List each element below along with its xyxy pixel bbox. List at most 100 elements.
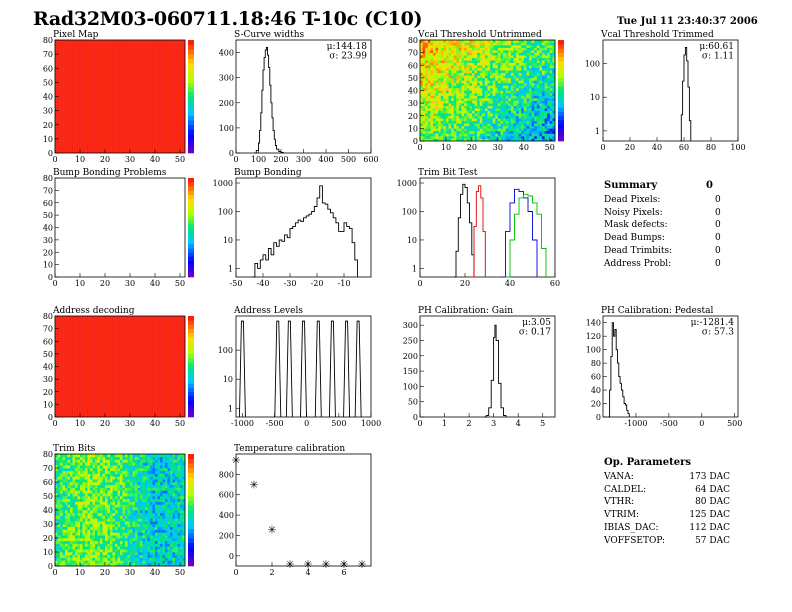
heatmap-cell — [539, 120, 543, 124]
heatmap-cell — [521, 82, 525, 86]
heatmap-cell — [175, 521, 178, 525]
heatmap-cell — [544, 42, 548, 46]
heatmap-cell — [155, 504, 158, 508]
heatmap-cell — [145, 504, 148, 508]
heatmap-cell — [466, 52, 470, 56]
heatmap-cell — [492, 98, 496, 101]
heatmap-cell — [456, 57, 460, 61]
heatmap-cell — [75, 456, 78, 460]
heatmap-cell — [62, 454, 66, 458]
heatmap-cell — [147, 468, 151, 472]
y-tick-label: 70 — [43, 464, 53, 473]
peak-line — [328, 320, 336, 418]
y-tick-label: 1 — [412, 264, 417, 273]
heatmap-cell — [529, 82, 532, 86]
heatmap-cell — [544, 98, 548, 101]
heatmap-cell — [456, 90, 460, 94]
heatmap-cell — [60, 554, 63, 558]
heatmap-cell — [110, 518, 113, 522]
heatmap-cell — [60, 454, 63, 458]
heatmap-cell — [443, 82, 447, 86]
heatmap-cell — [440, 67, 444, 71]
heatmap-cell — [445, 77, 449, 81]
heatmap-cell — [135, 479, 138, 483]
heatmap-cell — [177, 563, 181, 567]
heatmap-cell — [77, 459, 81, 463]
heatmap-cell — [474, 77, 478, 81]
heatmap-cell — [445, 108, 449, 111]
heatmap-cell — [438, 105, 442, 109]
heatmap-cell — [443, 87, 447, 91]
heatmap-cell — [140, 456, 143, 460]
heatmap-cell — [466, 95, 470, 99]
heatmap-cell — [523, 65, 527, 69]
colorbar-cell — [188, 148, 194, 154]
x-tick-label: 400 — [318, 155, 333, 164]
heatmap-cell — [157, 510, 161, 514]
op-param-value: 57 DAC — [695, 535, 730, 546]
colorbar-cell — [188, 404, 194, 409]
heatmap-cell — [147, 518, 151, 522]
heatmap-cell — [474, 47, 478, 51]
heatmap-cell — [526, 120, 530, 124]
histogram-line — [608, 322, 630, 418]
heatmap-cell — [55, 563, 58, 567]
heatmap-cell — [521, 65, 525, 69]
heatmap-cell — [115, 484, 118, 488]
heatmap-cell — [479, 115, 483, 119]
heatmap-cell — [508, 40, 512, 43]
heatmap-cell — [170, 482, 173, 486]
colorbar-cell — [188, 120, 194, 126]
heatmap-cell — [107, 563, 111, 567]
heatmap-cell — [445, 40, 449, 43]
heatmap-cell — [497, 50, 501, 53]
heatmap-cell — [469, 133, 473, 137]
heatmap-cell — [167, 493, 171, 497]
heatmap-cell — [142, 554, 146, 558]
heatmap-cell — [140, 546, 143, 550]
heatmap-cell — [453, 113, 457, 117]
heatmap-cell — [87, 493, 91, 497]
heatmap-cell — [82, 501, 86, 505]
heatmap-cell — [175, 538, 178, 542]
heatmap-cell — [523, 57, 527, 61]
colorbar-cell — [558, 94, 564, 100]
heatmap-cell — [160, 487, 163, 491]
heatmap-cell — [508, 138, 512, 142]
x-tick-label: 60 — [679, 143, 689, 152]
heatmap-cell — [72, 487, 76, 491]
heatmap-cell — [526, 52, 530, 56]
heatmap-cell — [482, 77, 486, 81]
heatmap-cell — [172, 456, 176, 460]
heatmap-cell — [170, 470, 173, 474]
heatmap-cell — [55, 454, 58, 458]
heatmap-cell — [508, 77, 512, 81]
heatmap-cell — [162, 473, 166, 477]
heatmap-cell — [542, 100, 545, 104]
heatmap-cell — [165, 538, 168, 542]
heatmap-cell — [140, 515, 143, 519]
heatmap-cell — [160, 496, 163, 500]
heatmap-cell — [172, 543, 176, 547]
heatmap-cell — [122, 501, 126, 505]
heatmap-cell — [160, 484, 163, 488]
histogram-line — [680, 47, 692, 142]
heatmap-cell — [115, 465, 118, 469]
heatmap-cell — [466, 90, 470, 94]
heatmap-cell — [175, 470, 178, 474]
heatmap-cell — [461, 125, 465, 129]
heatmap-cell — [55, 512, 58, 516]
heatmap-cell — [549, 105, 553, 109]
heatmap-cell — [85, 507, 88, 511]
heatmap-cell — [438, 70, 442, 74]
plot-frame — [235, 315, 372, 418]
heatmap-cell — [500, 42, 504, 46]
heatmap-cell — [75, 552, 78, 556]
heatmap-cell — [167, 510, 171, 514]
heatmap-cell — [479, 55, 483, 58]
heatmap-cell — [77, 518, 81, 522]
heatmap-cell — [107, 526, 111, 530]
heatmap-cell — [513, 105, 517, 109]
heatmap-cell — [120, 482, 123, 486]
heatmap-cell — [458, 130, 462, 134]
